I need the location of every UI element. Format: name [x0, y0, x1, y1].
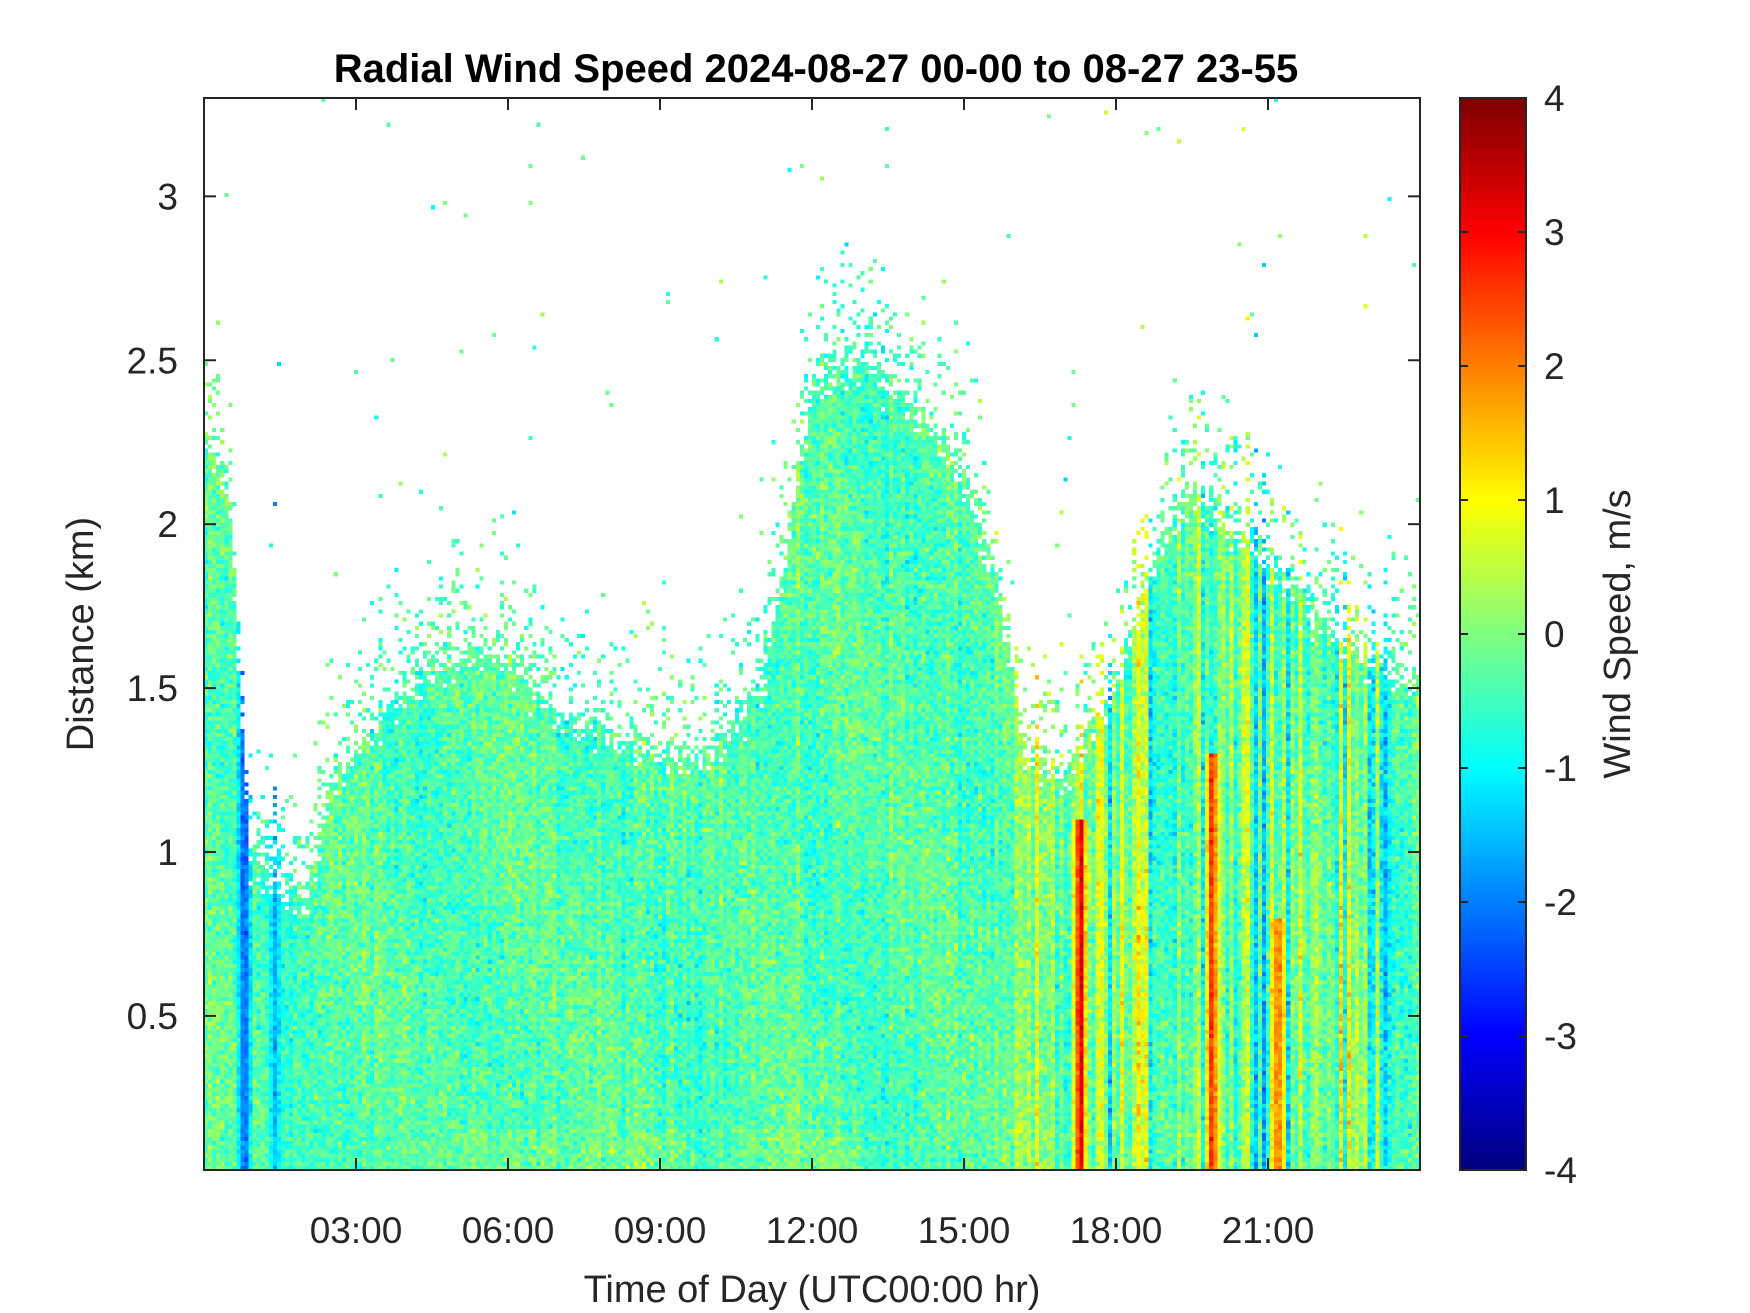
- y-tick-label: 2: [157, 504, 178, 545]
- y-tick-label: 2.5: [127, 340, 178, 381]
- x-axis-ticks: 03:00 06:00 09:00 12:00 15:00 18:00 21:00: [310, 98, 1315, 1251]
- y-tick-label: 1: [157, 832, 178, 873]
- colorbar-label: Wind Speed, m/s: [1597, 489, 1639, 778]
- heatmap-plot-area: 03:00 06:00 09:00 12:00 15:00 18:00 21:00 0.5 1…: [127, 97, 1421, 1251]
- y-tick-label: 1.5: [127, 668, 178, 709]
- colorbar-tick-label: 0: [1544, 614, 1565, 655]
- y-axis-label: Distance (km): [60, 517, 102, 751]
- x-tick-label: 18:00: [1070, 1210, 1163, 1251]
- x-tick-label: 03:00: [310, 1210, 403, 1251]
- colorbar-tick-label: 4: [1544, 78, 1565, 119]
- y-tick-label: 3: [157, 176, 178, 217]
- x-tick-label: 06:00: [462, 1210, 555, 1251]
- colorbar-gradient: [1460, 98, 1526, 1170]
- y-axis-ticks: 0.5 1 1.5 2 2.5 3: [127, 176, 1420, 1037]
- x-tick-label: 12:00: [766, 1210, 859, 1251]
- y-tick-label: 0.5: [127, 996, 178, 1037]
- colorbar-tick-label: 1: [1544, 480, 1565, 521]
- colorbar-ticks: 4 3 2 1 0 -1 -2 -3 -4: [1460, 78, 1577, 1191]
- colorbar: 4 3 2 1 0 -1 -2 -3 -4: [1459, 78, 1577, 1191]
- colorbar-tick-label: 3: [1544, 212, 1565, 253]
- chart-title: Radial Wind Speed 2024-08-27 00-00 to 08…: [334, 47, 1299, 91]
- x-tick-label: 21:00: [1222, 1210, 1315, 1251]
- colorbar-tick-label: -2: [1544, 882, 1577, 923]
- x-tick-label: 09:00: [614, 1210, 707, 1251]
- x-tick-label: 15:00: [918, 1210, 1011, 1251]
- x-axis-label: Time of Day (UTC00:00 hr): [584, 1269, 1041, 1311]
- colorbar-tick-label: -4: [1544, 1150, 1577, 1191]
- colorbar-tick-label: -3: [1544, 1016, 1577, 1057]
- colorbar-tick-label: -1: [1544, 748, 1577, 789]
- radial-wind-speed-heatmap: [204, 98, 1420, 1170]
- colorbar-tick-label: 2: [1544, 346, 1565, 387]
